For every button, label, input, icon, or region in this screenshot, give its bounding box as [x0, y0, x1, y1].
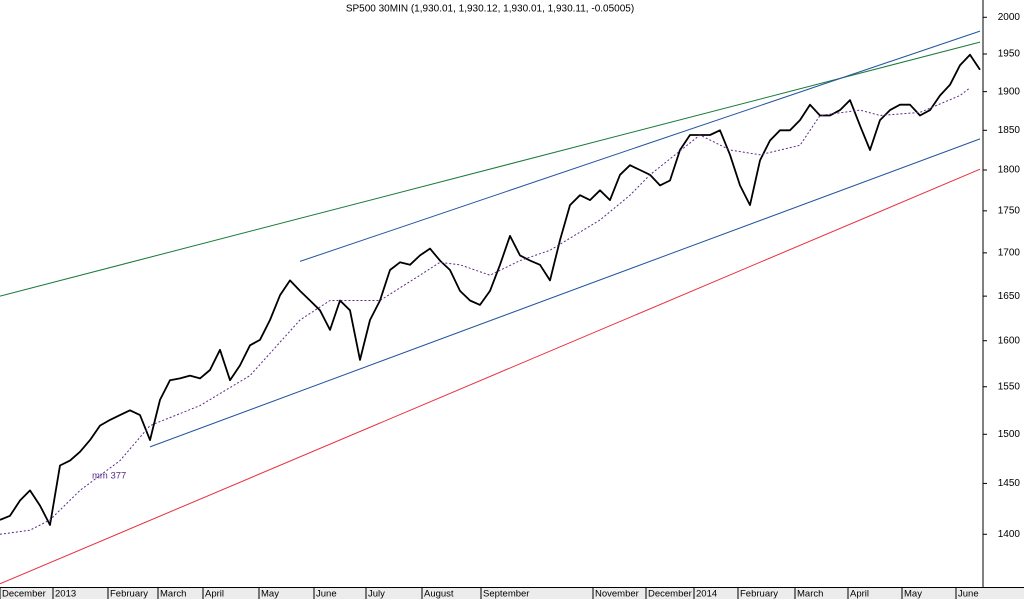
price-line — [0, 53, 981, 526]
moving-average-line — [0, 87, 971, 535]
y-tick-label: 1650 — [998, 291, 1021, 302]
x-tick-label: February — [740, 589, 778, 599]
x-tick-label: March — [160, 589, 186, 599]
y-tick-label: 1900 — [998, 86, 1021, 97]
y-tick-label: 1750 — [998, 205, 1021, 216]
x-tick-label: March — [797, 589, 823, 599]
x-tick-label: 2014 — [696, 589, 717, 599]
x-tick-label: April — [205, 589, 224, 599]
series-layer — [0, 30, 981, 585]
x-tick-label: February — [110, 589, 148, 599]
trend-line — [149, 138, 981, 448]
x-axis-strip — [0, 587, 1024, 599]
trend-line — [299, 30, 981, 262]
series-label: mm 377 — [92, 471, 126, 482]
y-tick-label: 1550 — [998, 381, 1021, 392]
x-tick-label: July — [368, 589, 385, 599]
x-tick-label: April — [850, 589, 869, 599]
plot-area — [0, 0, 983, 587]
y-tick-label: 1400 — [998, 529, 1021, 540]
y-tick-label: 1500 — [998, 429, 1021, 440]
trend-line — [0, 168, 981, 585]
x-tick-label: December — [648, 589, 692, 599]
chart-title: SP500 30MIN (1,930.01, 1,930.12, 1,930.0… — [346, 4, 634, 15]
y-tick-label: 1850 — [998, 125, 1021, 136]
x-tick-label: November — [595, 589, 639, 599]
y-tick-label: 1950 — [998, 49, 1021, 60]
x-tick-label: 2013 — [55, 589, 76, 599]
x-tick-label: June — [316, 589, 337, 599]
x-tick-label: May — [904, 589, 922, 599]
x-tick-label: June — [958, 589, 979, 599]
x-tick-label: May — [261, 589, 279, 599]
y-tick-label: 2000 — [998, 12, 1021, 23]
x-tick-label: September — [483, 589, 529, 599]
y-tick-label: 1800 — [998, 165, 1021, 176]
x-tick-label: December — [2, 589, 46, 599]
y-tick-label: 1600 — [998, 335, 1021, 346]
y-tick-label: 1450 — [998, 478, 1021, 489]
trend-line — [0, 41, 981, 297]
y-tick-label: 1700 — [998, 247, 1021, 258]
x-tick-label: August — [424, 589, 454, 599]
